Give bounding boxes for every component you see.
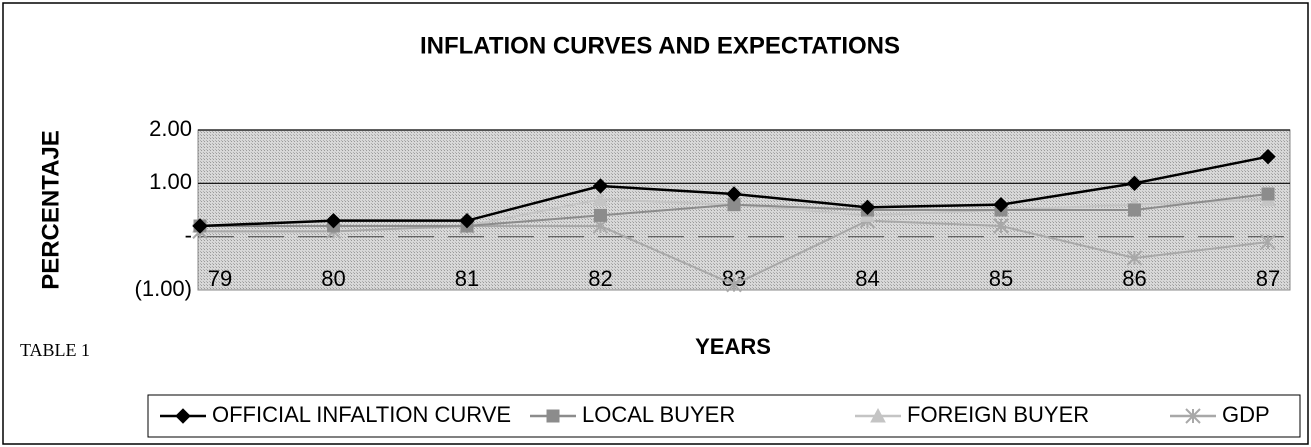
point-marker: [459, 212, 475, 229]
x-tick-label: 86: [1122, 266, 1146, 291]
x-tick-label: 82: [588, 266, 612, 291]
legend-label: LOCAL BUYER: [582, 402, 735, 427]
x-tick-label: 80: [321, 266, 345, 291]
point-marker: [594, 208, 607, 222]
x-tick-label: 87: [1256, 266, 1280, 291]
point-marker: [726, 186, 742, 202]
point-marker: [1128, 203, 1141, 217]
legend-label: GDP: [1222, 402, 1270, 427]
legend-box: [147, 394, 1301, 438]
point-marker: [993, 196, 1009, 213]
y-tick-label: 1.00: [149, 169, 192, 194]
y-tick-label: 2.00: [149, 116, 192, 141]
annotation: TABLE 1: [20, 340, 90, 360]
point-marker: [1126, 250, 1143, 266]
legend-marker: [175, 408, 191, 424]
point-marker: [859, 199, 876, 216]
x-axis-label: YEARS: [695, 334, 771, 359]
point-marker: [192, 218, 208, 234]
x-tick-label: 81: [455, 266, 479, 291]
point-marker: [726, 276, 742, 293]
y-axis-label: PERCENTAJE: [37, 130, 64, 290]
y-tick-label: (1.00): [135, 276, 192, 301]
legend-marker: [1185, 408, 1201, 424]
x-tick-label: 85: [989, 266, 1013, 291]
y-tick-label: -: [185, 222, 192, 247]
point-marker: [1126, 175, 1143, 192]
point-marker: [1261, 187, 1275, 201]
point-marker: [1260, 234, 1276, 250]
point-marker: [993, 218, 1009, 234]
chart-title: INFLATION CURVES AND EXPECTATIONS: [420, 32, 900, 59]
point-marker: [325, 212, 342, 229]
legend-marker: [546, 409, 560, 423]
legend-marker: [870, 407, 886, 423]
point-marker: [592, 178, 609, 194]
legend-label: OFFICIAL INFALTION CURVE: [212, 402, 511, 427]
point-marker: [592, 191, 609, 206]
x-tick-label: 84: [855, 266, 879, 291]
x-tick-label: 79: [208, 266, 232, 291]
point-marker: [1260, 148, 1276, 165]
legend-label: FOREIGN BUYER: [907, 402, 1089, 427]
